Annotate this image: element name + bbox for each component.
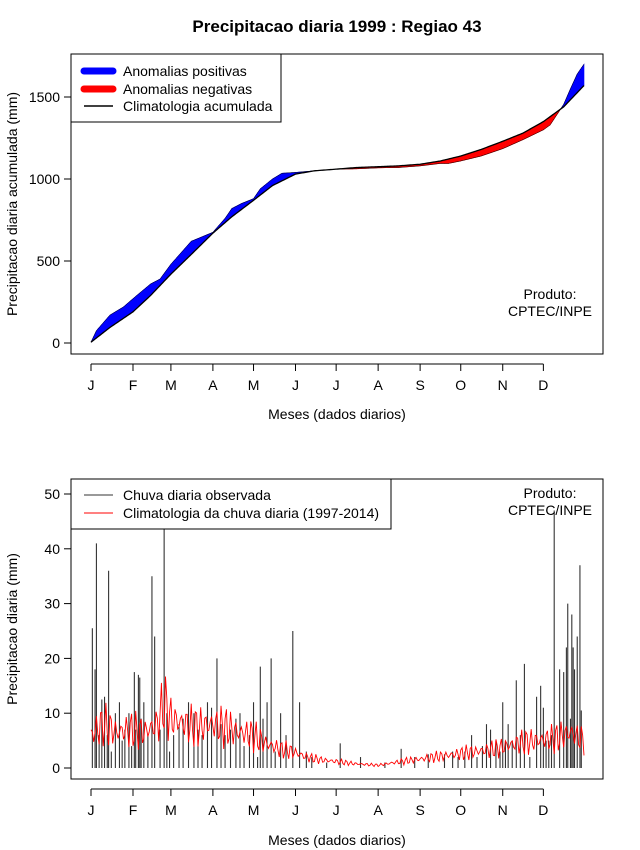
x-tick-label: J [292, 802, 299, 818]
x-tick-label: S [415, 377, 424, 393]
y-axis: 0 500 1000 1500 [29, 89, 72, 351]
y-axis-label: Precipitacao diaria acumulada (mm) [4, 92, 20, 316]
product-label: Produto: [524, 286, 577, 302]
daily-chart: J F M A M J J A S O N D 0 10 20 30 40 50 Meses (dados di… [4, 478, 604, 848]
y-tick-label: 0 [52, 335, 60, 351]
x-tick-label: S [415, 802, 424, 818]
chart-title: Precipitacao diaria 1999 : Regiao 43 [192, 17, 481, 36]
x-tick-label: D [538, 377, 548, 393]
x-tick-label: A [373, 377, 383, 393]
y-tick-label: 40 [44, 541, 60, 557]
product-source: CPTEC/INPE [508, 303, 592, 319]
x-tick-label: M [165, 377, 177, 393]
legend-label: Anomalias negativas [123, 81, 252, 97]
y-axis-label: Precipitacao diaria (mm) [4, 553, 20, 705]
x-tick-label: D [538, 802, 548, 818]
legend-label: Climatologia da chuva diaria (1997-2014) [123, 505, 379, 521]
observed-bars [91, 510, 582, 768]
y-tick-label: 20 [44, 650, 60, 666]
x-tick-label: M [248, 802, 260, 818]
x-tick-label: N [498, 802, 508, 818]
x-tick-label: J [88, 802, 95, 818]
product-source: CPTEC/INPE [508, 502, 592, 518]
legend: Chuva diaria observada Climatologia da c… [70, 478, 392, 530]
y-tick-label: 10 [44, 705, 60, 721]
x-tick-label: F [129, 377, 138, 393]
y-tick-label: 500 [37, 253, 61, 269]
y-tick-label: 30 [44, 596, 60, 612]
x-tick-label: M [248, 377, 260, 393]
x-tick-label: J [88, 377, 95, 393]
legend: Anomalias positivas Anomalias negativas … [70, 53, 282, 123]
y-tick-label: 1000 [29, 171, 60, 187]
x-tick-label: A [208, 802, 218, 818]
x-tick-label: J [333, 802, 340, 818]
x-tick-label: A [208, 377, 218, 393]
y-tick-label: 1500 [29, 89, 60, 105]
legend-label: Climatologia acumulada [123, 98, 273, 114]
legend-label: Chuva diaria observada [123, 487, 271, 503]
x-tick-label: A [373, 802, 383, 818]
x-tick-label: O [455, 802, 466, 818]
y-tick-label: 50 [44, 486, 60, 502]
x-tick-label: F [129, 802, 138, 818]
legend-box [70, 53, 282, 123]
cumulative-chart: J F M A M J J A S O N D 0 500 1000 1500 Meses (dados d… [4, 53, 604, 422]
positive-anomaly-segment [582, 63, 585, 88]
x-tick-label: O [455, 377, 466, 393]
y-tick-label: 0 [52, 760, 60, 776]
x-axis-label: Meses (dados diarios) [268, 832, 406, 848]
x-tick-label: J [333, 377, 340, 393]
x-tick-label: J [292, 377, 299, 393]
x-tick-label: M [165, 802, 177, 818]
x-tick-label: N [498, 377, 508, 393]
legend-box [70, 478, 392, 530]
legend-label: Anomalias positivas [123, 63, 247, 79]
x-axis-label: Meses (dados diarios) [268, 406, 406, 422]
y-axis: 0 10 20 30 40 50 [44, 486, 72, 776]
climatology-line [90, 85, 585, 343]
climatology-daily-line [90, 676, 585, 768]
product-label: Produto: [524, 485, 577, 501]
